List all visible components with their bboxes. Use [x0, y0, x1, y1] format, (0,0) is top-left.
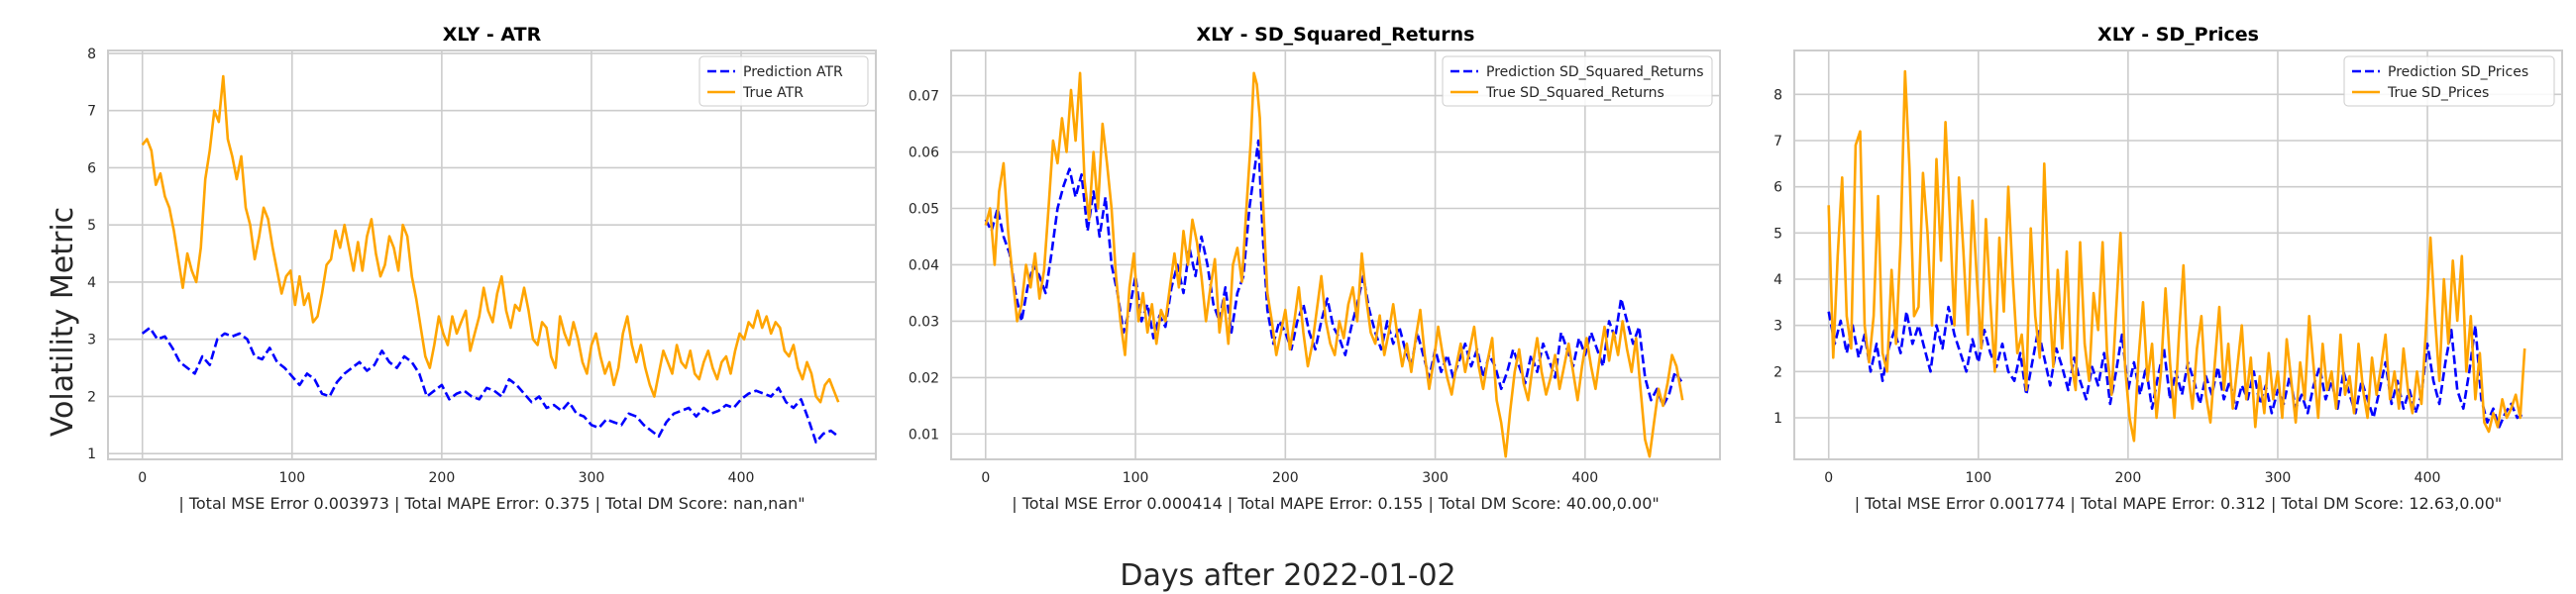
- chart-1-y-tick-label-7: 8: [87, 47, 96, 62]
- chart-3-y-tick-label-7: 8: [1773, 87, 1782, 103]
- chart-3-series-line-2: [1827, 69, 2526, 443]
- chart-1-x-tick-label-0: 0: [138, 470, 147, 486]
- chart-2-y-tick-label-5: 0.06: [909, 146, 939, 161]
- chart-2-y-tick-label-2: 0.03: [909, 314, 939, 330]
- chart-2-plot-area: [951, 50, 1720, 459]
- chart-1-series-line-2: [141, 74, 840, 404]
- chart-1-y-tick-label-1: 2: [87, 389, 96, 405]
- chart-2-y-tick-label-0: 0.01: [909, 427, 939, 443]
- chart-3-y-tick-label-4: 5: [1773, 226, 1782, 242]
- chart-2-metrics-text: | Total MSE Error 0.000414 | Total MAPE …: [1012, 494, 1660, 513]
- chart-1-y-tick-label-4: 5: [87, 218, 96, 234]
- figure-ylabel: Volatility Metric: [46, 207, 80, 437]
- chart-3-x-tick-label-1: 100: [1965, 470, 1991, 486]
- chart-2-series-line-2: [984, 71, 1684, 458]
- chart-1-legend-box: [698, 55, 869, 107]
- chart-3-x-tick-label-2: 200: [2115, 470, 2142, 486]
- chart-2-legend-label-1: Prediction SD_Squared_Returns: [1486, 64, 1704, 80]
- chart-2-x-tick-label-2: 200: [1272, 470, 1299, 486]
- chart-1-series-line-1: [141, 326, 839, 445]
- chart-3-metrics-text: | Total MSE Error 0.001774 | Total MAPE …: [1855, 494, 2503, 513]
- chart-1-x-tick-label-2: 200: [429, 470, 456, 486]
- chart-3-legend-label-2: True SD_Prices: [2387, 85, 2489, 101]
- figure-xlabel: Days after 2022-01-02: [1120, 558, 1455, 593]
- chart-2-x-tick-label-3: 300: [1422, 470, 1449, 486]
- chart-1-legend-label-2: True ATR: [742, 85, 804, 101]
- chart-2-x-tick-label-0: 0: [981, 470, 990, 486]
- chart-3-x-tick-label-0: 0: [1824, 470, 1833, 486]
- chart-1-title: XLY - ATR: [443, 24, 542, 46]
- chart-1-x-tick-label-3: 300: [579, 470, 605, 486]
- chart-1-y-tick-label-0: 1: [87, 446, 96, 462]
- chart-1-y-tick-label-2: 3: [87, 333, 96, 348]
- chart-3-plot-area: [1794, 50, 2562, 459]
- chart-3-y-tick-label-1: 2: [1773, 364, 1782, 380]
- chart-1-y-tick-label-6: 7: [87, 104, 96, 120]
- chart-3-legend-label-1: Prediction SD_Prices: [2388, 64, 2528, 80]
- chart-3-title: XLY - SD_Prices: [2097, 24, 2259, 46]
- chart-3-x-tick-label-4: 400: [2415, 470, 2441, 486]
- chart-3-y-tick-label-2: 3: [1773, 319, 1782, 335]
- chart-2-series-line-1: [984, 139, 1684, 408]
- chart-3-y-tick-label-0: 1: [1773, 411, 1782, 427]
- chart-1-plot-area: [108, 50, 876, 459]
- chart-1-frame: [107, 50, 877, 460]
- chart-2-frame: [950, 50, 1721, 460]
- chart-2-y-tick-label-4: 0.05: [909, 202, 939, 218]
- chart-2-title: XLY - SD_Squared_Returns: [1197, 24, 1475, 46]
- chart-2-y-tick-label-1: 0.02: [909, 370, 939, 386]
- chart-3-x-tick-label-3: 300: [2265, 470, 2292, 486]
- chart-1-metrics-text: | Total MSE Error 0.003973 | Total MAPE …: [178, 494, 805, 513]
- chart-2-y-tick-label-6: 0.07: [909, 89, 939, 105]
- chart-3-y-tick-label-5: 6: [1773, 180, 1782, 196]
- chart-1-y-tick-label-5: 6: [87, 160, 96, 176]
- chart-2-y-tick-label-3: 0.04: [909, 257, 939, 273]
- chart-3-y-tick-label-6: 7: [1773, 134, 1782, 149]
- chart-2-x-tick-label-1: 100: [1123, 470, 1149, 486]
- chart-3-frame: [1793, 50, 2563, 460]
- chart-2-legend-box: [1442, 55, 1713, 107]
- chart-1-y-tick-label-3: 4: [87, 275, 96, 291]
- chart-1-x-tick-label-4: 400: [728, 470, 755, 486]
- chart-1-legend-label-1: Prediction ATR: [743, 64, 843, 80]
- chart-1-x-tick-label-1: 100: [278, 470, 305, 486]
- chart-2-legend-label-2: True SD_Squared_Returns: [1485, 85, 1664, 101]
- chart-3-y-tick-label-3: 4: [1773, 272, 1782, 288]
- chart-2-x-tick-label-4: 400: [1571, 470, 1598, 486]
- chart-3-legend-box: [2343, 55, 2555, 107]
